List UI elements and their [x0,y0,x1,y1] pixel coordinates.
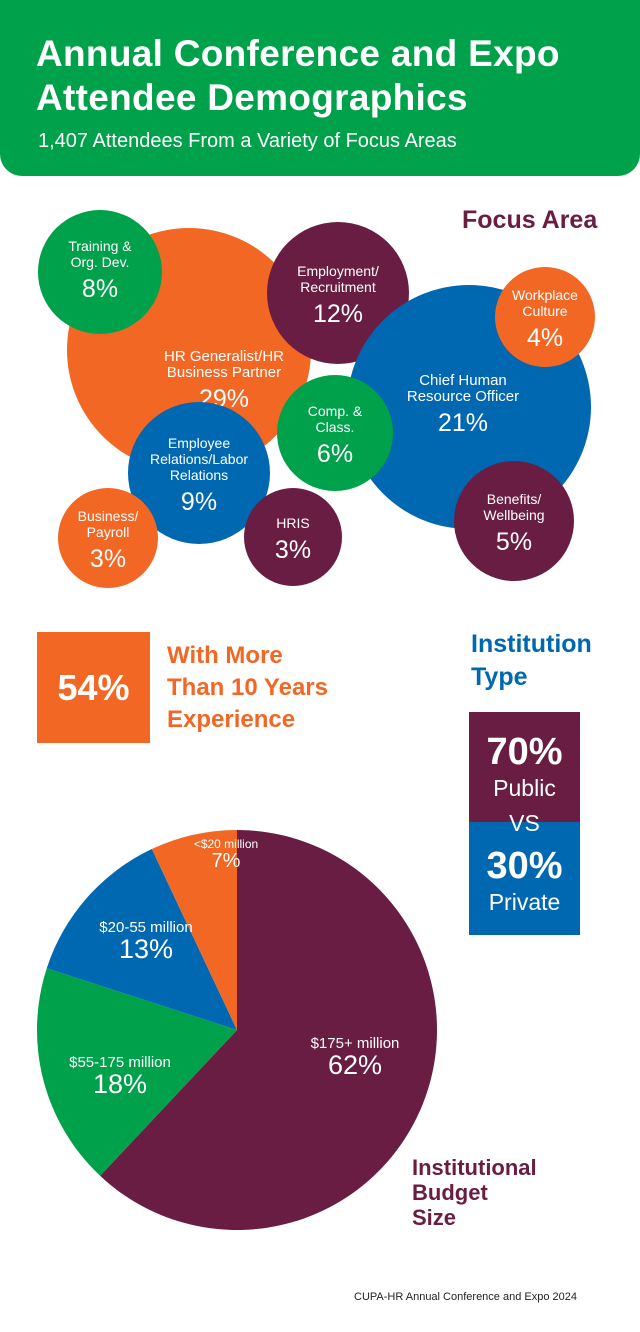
vs-label: VS [509,810,540,836]
bubble-label: HR Generalist/HR [164,348,284,365]
title-line-2: Attendee Demographics [36,77,468,118]
pie-slice-label: $20-55 million [99,919,192,936]
bubble-circle [38,210,162,334]
pie-slice [100,830,437,1230]
pie-slice-label: <$20 million [194,837,258,851]
private-value: 30% [486,845,563,887]
bubble-label: Workplace [512,287,578,303]
bubble-label: Comp. & [308,403,363,419]
public-box: 70% Public VS [469,712,580,836]
bubble-label: Class. [316,419,355,435]
pie-slice-value: 13% [119,934,173,964]
pie-slice-label: $55-175 million [69,1054,171,1071]
pie-slice-value: 18% [93,1069,147,1099]
bubble-label: Training & [68,238,132,254]
bubble-circle [244,488,342,586]
focus-area-title: Focus Area [462,206,598,234]
pie-slice [46,849,237,1030]
bubble-label: Relations [170,467,228,483]
page-title: Annual Conference and Expo Attendee Demo… [36,32,560,120]
bubble-value: 8% [82,275,118,303]
pie-slice-value: 62% [328,1050,382,1080]
subtitle: 1,407 Attendees From a Variety of Focus … [38,130,457,152]
bubble: Benefits/Wellbeing 5% [454,461,574,581]
bubble-label: HRIS [276,515,309,531]
private-label: Private [488,889,561,915]
bubble-label: Business Partner [167,364,281,381]
bubble-circle [454,461,574,581]
institution-type-title: Institution Type [471,628,621,694]
bubble-circle [277,375,393,491]
private-box: 30% Private [469,822,580,935]
bubble-label: Chief Human [419,372,507,389]
bubble: Training &Org. Dev. 8% [38,210,162,334]
experience-line-1: With More [167,642,283,669]
institution-title-line-1: Institution [471,630,592,658]
pie-slice-value: 7% [212,850,241,872]
experience-line-3: Experience [167,706,296,733]
bubble-value: 4% [527,324,563,352]
bubble-label: Relations/Labor [150,451,248,467]
bubble: Business/Payroll 3% [58,488,158,588]
bubble: HRIS 3% [244,488,342,586]
bubble: Comp. &Class. 6% [277,375,393,491]
budget-title-line-2: Budget [412,1180,488,1205]
footer-credit: CUPA-HR Annual Conference and Expo 2024 [354,1291,577,1303]
public-label: Public [493,775,556,801]
budget-title-line-3: Size [412,1205,457,1230]
bubble-circle [58,488,158,588]
bubble-value: 6% [317,440,353,468]
bubble-circle [128,402,270,544]
bubble-label: Org. Dev. [71,254,130,270]
pie-slice [36,968,237,1176]
bubble-value: 21% [438,409,488,437]
bubble-label: Benefits/ [487,491,542,507]
bubble-label: Recruitment [300,279,376,295]
experience-value: 54% [37,632,150,743]
bubble-value: 5% [496,528,532,556]
header-banner: Annual Conference and Expo Attendee Demo… [0,0,640,176]
bubble-label: Payroll [87,524,130,540]
bubble-value: 12% [313,300,363,328]
public-value: 70% [486,731,563,773]
bubble-label: Business/ [78,508,139,524]
bubble: Employment/Recruitment 12% [267,222,409,364]
bubble-label: Culture [522,303,567,319]
bubble-label: Resource Officer [407,388,519,405]
budget-title-line-1: Institutional [412,1155,537,1180]
bubble-value: 9% [181,488,217,516]
experience-label: With More Than 10 Years Experience [167,640,367,736]
bubble-circle [267,222,409,364]
bubble-label: Employee [168,435,230,451]
pie-slice [151,830,237,1030]
bubble-value: 3% [275,536,311,564]
title-line-1: Annual Conference and Expo [36,33,560,74]
bubble-circle [495,267,595,367]
pie-slice-label: $175+ million [311,1035,400,1052]
budget-title: Institutional Budget Size [412,1155,572,1230]
bubble-value: 3% [90,545,126,573]
bubble-label: Employment/ [297,263,379,279]
experience-line-2: Than 10 Years [167,674,328,701]
bubble-label: Wellbeing [483,507,544,523]
institution-title-line-2: Type [471,663,528,691]
